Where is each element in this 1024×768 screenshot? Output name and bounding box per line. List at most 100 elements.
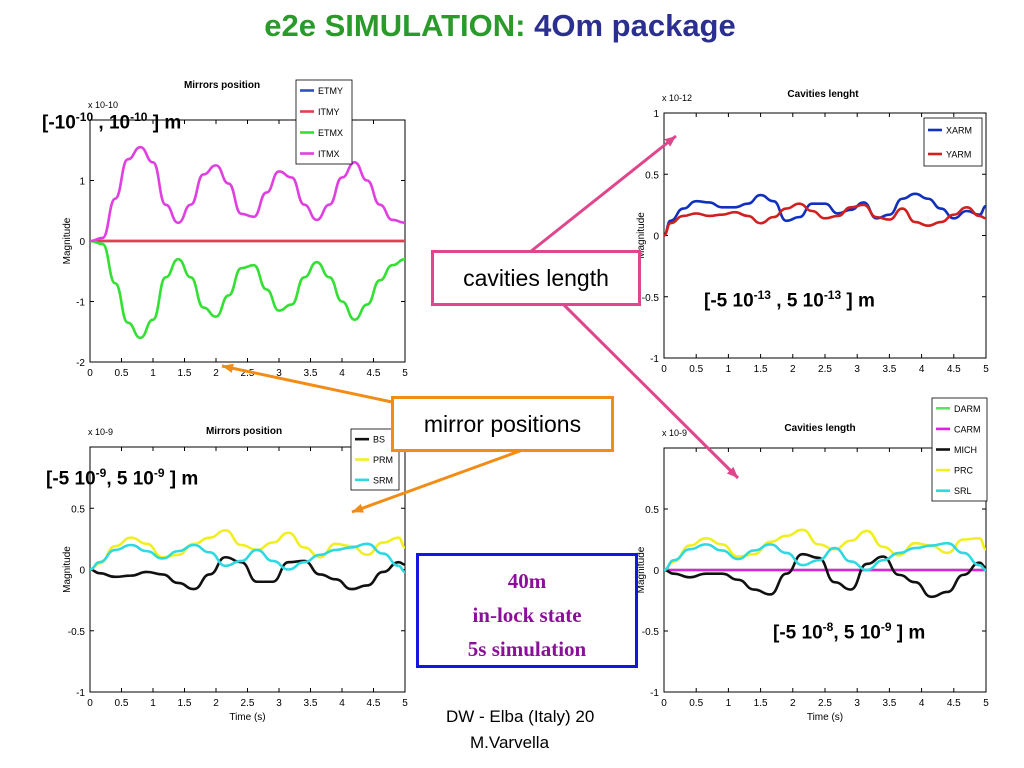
simulation-info-box: 40m in-lock state 5s simulation [416,553,638,668]
y-tick-label: 0 [653,232,659,243]
y-tick-label: 0 [79,237,85,248]
chart-1: Mirrors position x 10-10 0 0.5 1 1.5 2 2.5 3 3.5 4… [62,79,408,379]
footer-conference: DW - Elba (Italy) 20 [446,707,595,726]
range-label-3: [-5 10-9, 5 10-9 ] m [46,466,199,490]
x-tick-label: 0.5 [689,364,703,375]
y-tick-label: 0.5 [645,170,659,181]
chart-3: Mirrors position x 10-9 0 0.5 1 1.5 2 2.5 3 3.5 4 4… [62,426,408,723]
series-line-srl [663,541,987,572]
arrow-cavities-top [529,134,677,254]
legend-label: BS [373,435,385,445]
y-axis-label: Magnitude [62,546,73,593]
x-tick-label: 2.5 [818,364,832,375]
range-label-4: [-5 10-8, 5 10-9 ] m [773,620,926,644]
y-tick-label: -1 [76,688,85,699]
x-tick-label: 3.5 [304,698,318,709]
info-line-2: in-lock state [472,603,582,627]
x-tick-label: 3.5 [882,364,896,375]
x-axis-label: Time (s) [229,712,265,723]
x-axis-label: Time (s) [807,712,843,723]
x-tick-label: 0.5 [689,698,703,709]
x-tick-label: 2 [790,698,796,709]
x-tick-label: 0 [87,698,93,709]
legend-label: ITMY [318,107,340,117]
x-tick-label: 5 [402,698,408,709]
title-part-1: e2e SIMULATION: [264,8,526,43]
legend-box [295,79,353,165]
axis-exponent: x 10-10 [88,100,118,110]
axis-exponent: x 10-9 [662,428,687,438]
x-tick-label: 0 [87,368,93,379]
x-tick-label: 2.5 [241,698,255,709]
y-axis-label: Magnitude [62,217,73,264]
mirror-positions-callout: mirror positions [391,396,614,452]
x-tick-label: 2.5 [818,698,832,709]
chart-2: Cavities lenght x 10-12 0 0.5 1 1.5 2 2.5 3 3.5 4 4… [636,89,989,375]
y-tick-label: -2 [76,358,85,369]
y-tick-label: 0 [79,566,85,577]
x-tick-label: 5 [402,368,408,379]
y-tick-label: 1 [79,177,85,188]
chart-title: Cavities lenght [787,89,859,100]
x-tick-label: 1 [150,368,156,379]
y-tick-label: 0.5 [645,505,659,516]
y-tick-label: -0.5 [642,627,660,638]
series-line-mich [663,552,987,599]
series-line-srm [89,542,406,574]
range-label-2: [-5 10-13 , 5 10-13 ] m [704,288,875,312]
x-tick-label: 4.5 [947,364,961,375]
legend-label: MICH [954,445,977,455]
series-line-xarm [663,192,987,237]
series-line-itmx [89,145,406,243]
x-tick-label: 3 [854,698,860,709]
x-tick-label: 3 [854,364,860,375]
legend-label: SRL [954,486,972,496]
series-line-etmx [89,239,406,340]
info-line-3: 5s simulation [467,637,587,661]
arrow-mirrors-top-head [222,363,234,373]
x-tick-label: 2.5 [241,368,255,379]
x-tick-label: 1.5 [178,368,192,379]
legend-label: PRM [373,455,393,465]
x-tick-label: 0 [661,364,667,375]
x-tick-label: 5 [983,698,989,709]
series-line-yarm [663,202,987,237]
x-tick-label: 1.5 [178,698,192,709]
x-tick-label: 3 [276,368,282,379]
y-tick-label: -1 [650,354,659,365]
x-tick-label: 1.5 [754,364,768,375]
title-part-2: 4Om package [534,8,736,43]
range-label-1: [-10-10 , 10-10 ] m [42,110,182,134]
legend-label: ETMY [318,86,343,96]
series-line-prc [663,528,987,572]
x-tick-label: 1 [150,698,156,709]
chart-title: Mirrors position [184,80,260,91]
legend-label: DARM [954,404,981,414]
legend-label: PRC [954,466,974,476]
x-tick-label: 5 [983,364,989,375]
y-tick-label: -1 [650,688,659,699]
chart-4: Cavities length x 10-9 0 0.5 1 1.5 2 2.5 3 3.5 4 4.… [636,397,989,723]
x-tick-label: 4.5 [367,698,381,709]
x-tick-label: 0.5 [115,368,129,379]
x-tick-label: 4 [919,698,925,709]
legend-label: ITMX [318,149,340,159]
series-line-prm [89,528,406,571]
y-axis-label: Magnitude [636,546,647,593]
chart-title: Mirrors position [206,426,282,437]
y-tick-label: 1 [653,109,659,120]
y-axis-label: Magnitude [636,212,647,259]
arrow-mirrors-top [221,364,393,404]
x-tick-label: 0.5 [115,698,129,709]
x-tick-label: 2 [213,368,219,379]
axis-exponent: x 10-9 [88,427,113,437]
x-tick-label: 1 [726,364,732,375]
x-tick-label: 3 [276,698,282,709]
arrow-cavities-bottom [560,301,740,480]
arrow-mirrors-bottom [351,446,529,514]
arrow-cavities-bottom-head [726,466,738,478]
arrow-mirrors-bottom-head [352,503,364,513]
x-tick-label: 2 [213,698,219,709]
x-tick-label: 4 [919,364,925,375]
info-line-1: 40m [507,569,547,593]
